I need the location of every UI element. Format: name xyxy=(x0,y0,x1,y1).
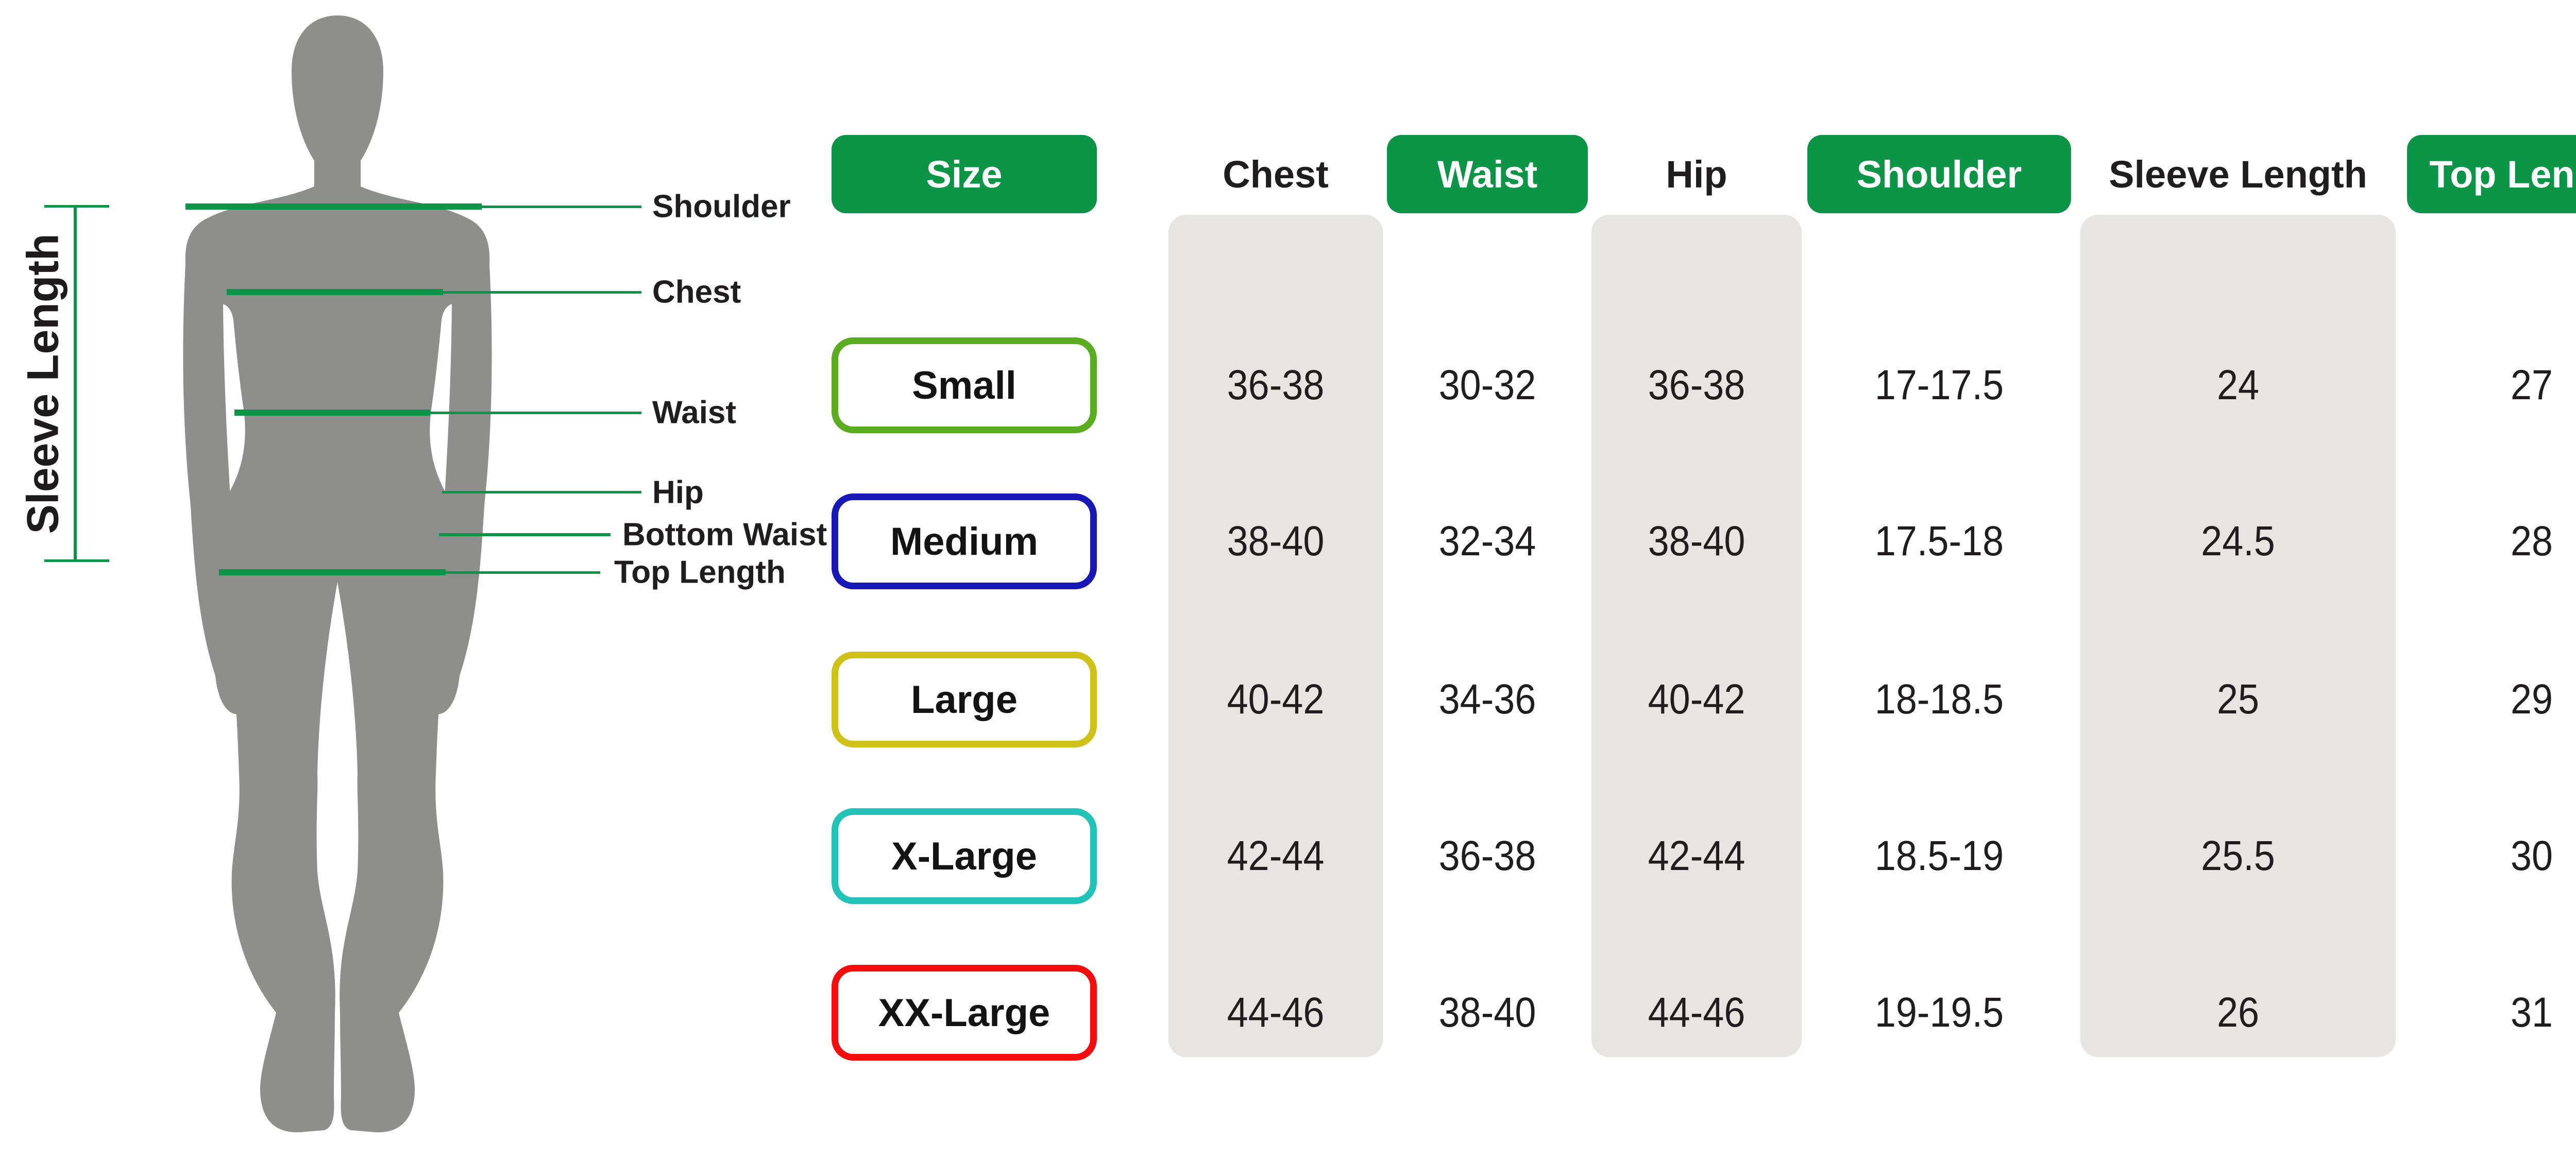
header-size: Size xyxy=(832,135,1097,213)
size-pill-xlarge: X-Large xyxy=(832,808,1097,904)
table-cell: 32-34 xyxy=(1438,518,1536,565)
table-cell: 30-32 xyxy=(1438,362,1536,408)
sleeve-length-bracket-top-cap xyxy=(44,205,109,208)
table-cell: 40-42 xyxy=(1648,676,1745,723)
shoulder-measure-line xyxy=(185,203,482,210)
header-shoulder: Shoulder xyxy=(1807,135,2071,213)
chest-column-background xyxy=(1168,215,1383,1057)
top-length-leader-line xyxy=(443,571,600,574)
chest-measure-line xyxy=(227,289,443,295)
table-cell: 40-42 xyxy=(1227,676,1325,723)
header-sleeve-length: Sleeve Length xyxy=(2080,135,2396,213)
table-cell: 17-17.5 xyxy=(1874,362,2004,408)
header-hip: Hip xyxy=(1591,135,1802,213)
hip-leader-line xyxy=(442,491,641,493)
waist-measure-line xyxy=(234,410,430,416)
top-length-label: Top Length xyxy=(614,554,786,590)
table-cell: 25 xyxy=(2216,676,2260,723)
table-cell: 44-46 xyxy=(1648,989,1745,1036)
sleeve-length-vertical-label: Sleeve Length xyxy=(18,233,68,534)
table-cell: 26 xyxy=(2216,989,2260,1036)
table-cell: 24.5 xyxy=(2201,518,2275,565)
header-chest: Chest xyxy=(1168,135,1383,213)
table-cell: 36-38 xyxy=(1227,362,1325,408)
table-cell: 38-40 xyxy=(1438,989,1536,1036)
table-cell: 34-36 xyxy=(1438,676,1536,723)
table-cell: 44-46 xyxy=(1227,989,1325,1036)
human-silhouette xyxy=(183,15,492,1133)
table-cell: 18-18.5 xyxy=(1874,676,2004,723)
table-cell: 18.5-19 xyxy=(1874,832,2004,879)
table-cell: 36-38 xyxy=(1648,362,1745,408)
size-pill-large: Large xyxy=(832,652,1097,747)
shoulder-label: Shoulder xyxy=(652,189,791,225)
sleeve-length-column-background xyxy=(2080,215,2396,1057)
table-cell: 29 xyxy=(2510,676,2553,723)
bottom-waist-leader-line xyxy=(439,533,611,536)
header-top-length: Top Length xyxy=(2407,135,2576,213)
table-cell: 31 xyxy=(2510,989,2553,1036)
table-cell: 24 xyxy=(2216,362,2260,408)
sleeve-length-bracket-line xyxy=(74,206,77,561)
size-pill-xxlarge: XX-Large xyxy=(832,965,1097,1061)
size-pill-medium: Medium xyxy=(832,493,1097,589)
body-measurement-figure: Sleeve Length Shoulder Chest Waist Hip B… xyxy=(0,0,827,1159)
table-cell: 38-40 xyxy=(1227,518,1325,565)
table-cell: 25.5 xyxy=(2201,832,2275,879)
sleeve-length-bracket-bottom-cap xyxy=(44,559,109,562)
bottom-waist-label: Bottom Waist xyxy=(622,517,827,553)
shoulder-leader-line xyxy=(479,206,641,208)
waist-label: Waist xyxy=(652,395,737,431)
waist-leader-line xyxy=(428,412,641,414)
table-cell: 30 xyxy=(2510,832,2553,879)
table-cell: 28 xyxy=(2510,518,2553,565)
size-pill-small: Small xyxy=(832,337,1097,433)
table-cell: 42-44 xyxy=(1648,832,1745,879)
hip-label: Hip xyxy=(652,474,704,510)
chest-label: Chest xyxy=(652,274,741,310)
top-length-measure-line xyxy=(219,569,446,575)
table-cell: 38-40 xyxy=(1648,518,1745,565)
header-waist: Waist xyxy=(1387,135,1588,213)
table-cell: 36-38 xyxy=(1438,832,1536,879)
table-cell: 27 xyxy=(2510,362,2553,408)
hip-column-background xyxy=(1591,215,1802,1057)
table-cell: 19-19.5 xyxy=(1874,989,2004,1036)
table-cell: 17.5-18 xyxy=(1874,518,2004,565)
table-cell: 42-44 xyxy=(1227,832,1325,879)
chest-leader-line xyxy=(440,291,641,294)
